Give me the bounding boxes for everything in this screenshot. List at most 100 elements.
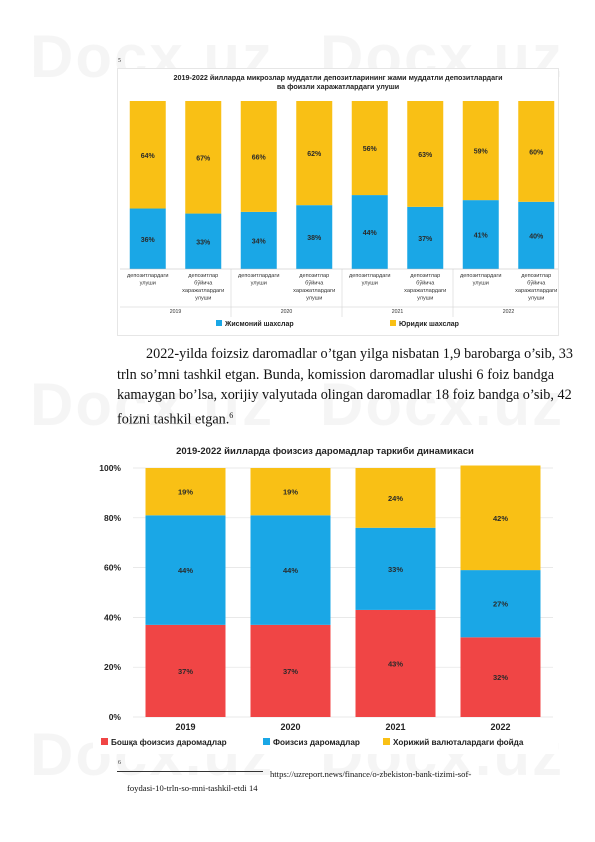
- legend-label-legal-entities: Юридик шахслар: [399, 321, 459, 328]
- category-label: депозитлар: [299, 273, 329, 279]
- data-label: 59%: [474, 149, 489, 156]
- group-label: 2019: [170, 309, 182, 315]
- legend-label-individuals: Жисмоний шахслар: [224, 320, 294, 328]
- figure-1-footnote-ref: 5: [118, 58, 121, 64]
- data-label: 62%: [307, 151, 322, 158]
- category-label: бўйича: [527, 280, 546, 287]
- paragraph-line: 2022-yilda foizsiz daromadlar o’tgan yil…: [146, 346, 573, 362]
- bar-segment-individuals: [240, 211, 277, 269]
- category-label: улуши: [195, 296, 211, 302]
- bar-segment: [460, 570, 541, 638]
- data-label: 19%: [283, 488, 298, 497]
- data-label: 63%: [418, 152, 433, 159]
- group-label: 2020: [281, 309, 293, 315]
- data-label: 44%: [178, 566, 193, 575]
- bar-segment-individuals: [407, 206, 444, 269]
- y-tick-label: 0%: [109, 712, 122, 722]
- footnote-mark[interactable]: 6: [229, 410, 234, 420]
- bar-segment: [460, 465, 541, 571]
- paragraph-line: kamaygan bo’lsa, xorijiy valyutada oling…: [117, 387, 572, 404]
- bar-segment-individuals: [351, 195, 388, 269]
- data-label: 56%: [363, 146, 378, 153]
- footnote-url[interactable]: https://uzreport.news/finance/o-zbekisto…: [270, 769, 472, 779]
- bar-segment: [355, 527, 436, 610]
- category-label: харажатлардаги: [182, 288, 224, 294]
- bar-segment-legal-entities: [296, 101, 333, 206]
- category-label: депозитлар: [188, 273, 218, 279]
- deposit-share-chart-svg: 2019-2022 йилларда микрозлар муддатли де…: [120, 73, 564, 328]
- bar-segment-individuals: [129, 208, 166, 269]
- footnote-continuation: foydasi-10-trln-so-mni-tashkil-etdi 14: [127, 783, 258, 793]
- data-label: 41%: [474, 233, 489, 240]
- data-label: 32%: [493, 673, 508, 682]
- data-label: 67%: [196, 155, 211, 162]
- legend-swatch: [101, 738, 108, 745]
- bar-segment-legal-entities: [462, 101, 499, 201]
- deposit-share-chart: 2019-2022 йилларда микрозлар муддатли де…: [117, 68, 564, 336]
- bar-segment: [145, 624, 226, 717]
- group-label: 2021: [392, 309, 404, 315]
- data-label: 44%: [283, 566, 298, 575]
- data-label: 36%: [141, 237, 156, 244]
- data-label: 37%: [283, 667, 298, 676]
- bar-segment-individuals: [185, 213, 222, 269]
- bar-segment: [250, 515, 331, 625]
- page-number: 14: [248, 783, 258, 793]
- x-tick-label: 2019: [175, 722, 195, 732]
- category-label: харажатлардаги: [404, 288, 446, 294]
- bar-segment-individuals: [462, 200, 499, 269]
- bar-segment-individuals: [296, 205, 333, 269]
- bar-segment-legal-entities: [185, 101, 222, 214]
- chart-title: 2019-2022 йилларда микрозлар муддатли де…: [173, 73, 502, 82]
- category-label: депозитлардаги: [349, 273, 390, 279]
- bar-segment-legal-entities: [240, 101, 277, 212]
- chart-subtitle: ва фоизли харажатлардаги улуши: [277, 82, 399, 91]
- category-label: улуши: [362, 281, 378, 287]
- data-label: 34%: [252, 238, 267, 245]
- bar-segment: [145, 468, 226, 516]
- category-label: улуши: [473, 281, 489, 287]
- paragraph-text: foizni tashkil etgan.: [117, 411, 230, 428]
- data-label: 43%: [388, 659, 403, 668]
- bar-segment-legal-entities: [351, 101, 388, 196]
- y-tick-label: 60%: [104, 563, 121, 573]
- x-tick-label: 2021: [385, 722, 405, 732]
- bar-segment-individuals: [518, 201, 555, 269]
- category-label: бўйича: [305, 280, 324, 287]
- data-label: 19%: [178, 488, 193, 497]
- chart-title: 2019-2022 йилларда фоизсиз даромадлар та…: [176, 446, 474, 457]
- data-label: 60%: [529, 149, 544, 156]
- y-tick-label: 100%: [99, 463, 121, 473]
- category-label: бўйича: [416, 280, 435, 287]
- bar-segment: [460, 637, 541, 717]
- legend-swatch-legal-entities: [390, 320, 396, 326]
- data-label: 33%: [196, 239, 211, 246]
- category-label: улуши: [417, 296, 433, 302]
- footnote-url-cont[interactable]: foydasi-10-trln-so-mni-tashkil-etdi: [127, 783, 247, 793]
- bar-segment: [250, 624, 331, 717]
- category-label: бўйича: [194, 280, 213, 287]
- group-label: 2022: [503, 309, 515, 315]
- figure-2-footnote-ref: 6: [118, 760, 121, 766]
- category-label: улуши: [251, 281, 267, 287]
- data-label: 33%: [388, 565, 403, 574]
- data-label: 38%: [307, 235, 322, 242]
- category-label: улуши: [306, 296, 322, 302]
- bar-segment: [145, 515, 226, 625]
- data-label: 66%: [252, 154, 267, 161]
- y-tick-label: 80%: [104, 513, 121, 523]
- data-label: 24%: [388, 494, 403, 503]
- category-label: депозитлардаги: [460, 273, 501, 279]
- data-label: 64%: [141, 153, 156, 160]
- bar-segment-legal-entities: [129, 101, 166, 209]
- legend-swatch: [263, 738, 270, 745]
- bar-segment: [355, 468, 436, 528]
- legend-swatch-individuals: [216, 320, 222, 326]
- data-label: 37%: [418, 236, 433, 243]
- data-label: 42%: [493, 514, 508, 523]
- x-tick-label: 2020: [280, 722, 300, 732]
- noninterest-income-chart-svg: 2019-2022 йилларда фоизсиз даромадлар та…: [99, 446, 553, 747]
- y-tick-label: 20%: [104, 662, 121, 672]
- body-paragraph: 2022-yilda foizsiz daromadlar o’tgan yil…: [117, 344, 573, 430]
- category-label: депозитлар: [521, 273, 551, 279]
